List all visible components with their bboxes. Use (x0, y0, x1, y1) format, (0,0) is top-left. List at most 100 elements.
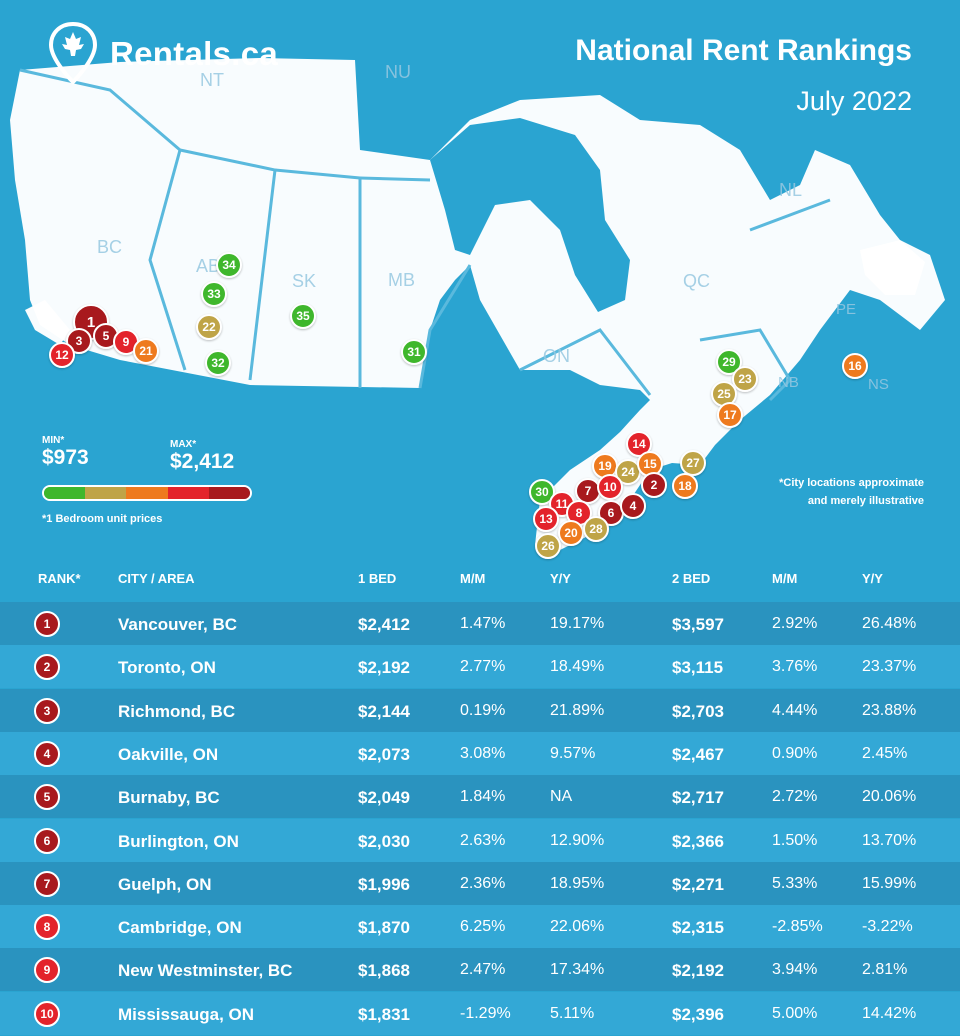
province-label-nt: NT (200, 70, 224, 90)
city-marker[interactable]: 33 (201, 281, 227, 307)
row-2bed-yy: 13.70% (862, 831, 917, 849)
legend-note: *1 Bedroom unit prices (42, 513, 163, 525)
city-marker[interactable]: 16 (842, 353, 868, 379)
row-2bed-mm: 2.92% (772, 615, 818, 632)
table-row[interactable]: 3 Richmond, BC $2,144 0.19% 21.89% $2,703 4.44… (0, 688, 960, 732)
city-marker[interactable]: 17 (717, 402, 743, 428)
city-marker[interactable]: 35 (290, 303, 316, 329)
row-city: Guelph, ON (118, 874, 212, 894)
row-2bed-price: $2,396 (672, 1004, 724, 1024)
location-disclaimer: *City locations approximate and merely i… (704, 474, 924, 510)
city-marker[interactable]: 12 (49, 342, 75, 368)
row-1bed-mm: 0.19% (460, 701, 506, 719)
row-2bed-mm: 1.50% (772, 831, 818, 849)
row-city: Oakville, ON (118, 744, 219, 764)
row-1bed-price: $2,144 (358, 701, 410, 721)
row-1bed-mm: 2.77% (460, 658, 506, 676)
city-marker[interactable]: 27 (680, 450, 706, 476)
row-2bed-price: $2,366 (672, 831, 724, 851)
legend-scale-segment (126, 487, 168, 499)
table-row[interactable]: 1 Vancouver, BC $2,412 1.47% 19.17% $3,597 2.9… (0, 602, 960, 645)
hudson-bay (430, 118, 630, 312)
table-row[interactable]: 7 Guelph, ON $1,996 2.36% 18.95% $2,271 5.33% 1… (0, 861, 960, 905)
city-marker[interactable]: 31 (401, 339, 427, 365)
disclaimer-line-2: and merely illustrative (807, 495, 924, 507)
row-1bed-yy: 21.89% (550, 701, 605, 719)
row-1bed-mm: 1.47% (460, 615, 506, 632)
city-marker[interactable]: 4 (620, 493, 646, 519)
row-city: New Westminster, BC (118, 961, 293, 981)
city-marker[interactable]: 14 (626, 431, 652, 457)
table-row[interactable]: 5 Burnaby, BC $2,049 1.84% NA $2,717 2.72% 20.0… (0, 775, 960, 819)
page-title: National Rent Rankings (575, 34, 912, 67)
table-row[interactable]: 6 Burlington, ON $2,030 2.63% 12.90% $2,366 1.… (0, 818, 960, 862)
row-1bed-yy: NA (550, 788, 573, 806)
province-label-ns: NS (868, 376, 889, 393)
city-marker[interactable]: 23 (732, 366, 758, 392)
province-label-mb: MB (388, 270, 415, 290)
city-marker[interactable]: 9 (113, 329, 139, 355)
row-city: Toronto, ON (118, 658, 216, 678)
vancouver-island (25, 300, 70, 345)
table-row[interactable]: 10 Mississauga, ON $1,831 -1.29% 5.11% $2,396… (0, 991, 960, 1035)
province-label-ab: AB (196, 256, 221, 276)
row-2bed-yy: -3.22% (862, 918, 913, 936)
table-row[interactable]: 8 Cambridge, ON $1,870 6.25% 22.06% $2,315 -2.… (0, 905, 960, 949)
row-1bed-yy: 22.06% (550, 918, 605, 936)
row-1bed-price: $2,073 (358, 744, 410, 764)
legend-max-value: $2,412 (170, 450, 235, 473)
city-marker[interactable]: 30 (529, 479, 555, 505)
city-marker[interactable]: 13 (533, 506, 559, 532)
city-marker[interactable]: 34 (216, 252, 242, 278)
row-2bed-mm: 4.44% (772, 701, 818, 719)
row-2bed-yy: 26.48% (862, 615, 917, 632)
city-marker[interactable]: 21 (133, 338, 159, 364)
province-label-sk: SK (292, 271, 317, 291)
rank-badge: 8 (34, 914, 60, 941)
brand-name: Rentals.ca (110, 35, 279, 72)
row-city: Cambridge, ON (118, 918, 242, 938)
row-2bed-yy: 23.88% (862, 701, 917, 719)
table-row[interactable]: 9 New Westminster, BC $1,868 2.47% 17.34% $2,… (0, 948, 960, 992)
rank-badge: 1 (34, 611, 60, 637)
table-header: RANK* CITY / AREA 1 BED M/M Y/Y 2 BED M/… (0, 571, 960, 601)
city-marker[interactable]: 32 (205, 350, 231, 376)
city-marker[interactable]: 20 (558, 520, 584, 546)
header-1bed-yy: Y/Y (550, 571, 571, 586)
newfoundland (860, 240, 925, 295)
row-1bed-yy: 18.95% (550, 874, 605, 892)
legend-max-label: MAX* (170, 439, 197, 450)
rank-badge: 9 (34, 957, 60, 984)
legend-min: MIN* $973 (42, 435, 89, 470)
city-marker[interactable]: 6 (598, 500, 624, 526)
city-marker[interactable]: 28 (583, 516, 609, 542)
city-marker[interactable]: 26 (535, 533, 561, 559)
brand-logo[interactable]: Rentals.ca (48, 22, 278, 86)
row-1bed-yy: 19.17% (550, 615, 605, 632)
row-1bed-yy: 18.49% (550, 658, 605, 676)
row-2bed-price: $2,192 (672, 961, 724, 981)
row-2bed-price: $2,271 (672, 874, 724, 894)
city-marker[interactable]: 18 (672, 473, 698, 499)
legend-scale-segment (208, 487, 250, 499)
row-1bed-yy: 5.11% (550, 1004, 595, 1022)
city-marker[interactable]: 10 (597, 474, 623, 500)
row-2bed-price: $2,703 (672, 701, 724, 721)
row-2bed-mm: 5.33% (772, 874, 818, 892)
rank-badge: 10 (34, 1000, 60, 1027)
city-marker[interactable]: 22 (196, 314, 222, 340)
legend-color-scale (42, 485, 252, 501)
table-row[interactable]: 2 Toronto, ON $2,192 2.77% 18.49% $3,115 3.76%… (0, 645, 960, 689)
row-1bed-yy: 17.34% (550, 961, 605, 979)
canada-mainland (10, 58, 945, 550)
city-marker[interactable]: 3 (66, 328, 92, 354)
row-1bed-price: $2,030 (358, 831, 410, 851)
row-2bed-yy: 2.45% (862, 744, 908, 762)
city-marker[interactable]: 2 (641, 472, 667, 498)
row-2bed-price: $3,115 (672, 658, 724, 678)
table-row[interactable]: 4 Oakville, ON $2,073 3.08% 9.57% $2,467 0.90%… (0, 731, 960, 775)
row-2bed-mm: 3.94% (772, 961, 818, 979)
row-2bed-price: $2,467 (672, 744, 724, 764)
row-1bed-price: $2,049 (358, 788, 410, 808)
row-2bed-mm: 5.00% (772, 1004, 818, 1022)
